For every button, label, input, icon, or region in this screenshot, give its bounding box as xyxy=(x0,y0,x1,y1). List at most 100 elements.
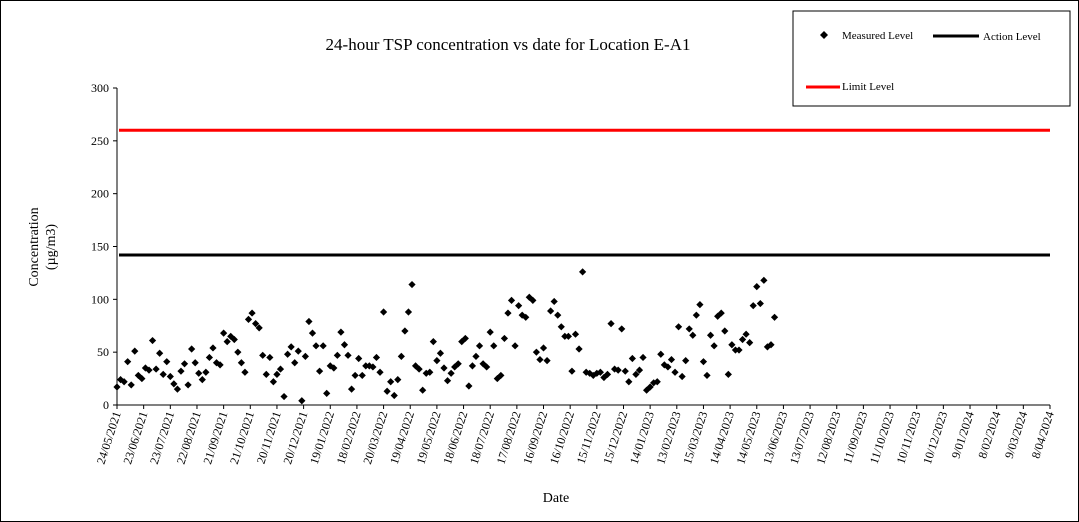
measured-level-point xyxy=(522,313,530,321)
x-tick-label: 23/06/2021 xyxy=(120,410,150,466)
measured-level-point xyxy=(614,366,622,374)
measured-level-point xyxy=(280,392,288,401)
measured-level-point xyxy=(571,330,580,338)
x-tick-label: 24/05/2021 xyxy=(94,410,124,466)
measured-level-point xyxy=(458,338,466,346)
y-axis-title-group: Concentration (µg/m3) xyxy=(27,207,59,286)
measured-level-point xyxy=(607,320,615,328)
x-tick-label: 10/11/2023 xyxy=(893,410,923,466)
measured-level-point xyxy=(628,354,636,363)
measured-level-point xyxy=(347,385,356,393)
measured-level-point xyxy=(454,360,462,368)
measured-level-point xyxy=(653,378,661,386)
measured-level-point xyxy=(728,341,736,349)
measured-level-point xyxy=(657,350,665,358)
measured-level-point xyxy=(145,366,153,374)
x-tick-label: 20/11/2021 xyxy=(254,410,284,466)
measured-level-point xyxy=(682,357,690,365)
measured-level-point xyxy=(387,378,395,386)
measured-level-point xyxy=(376,368,384,376)
measured-level-point xyxy=(138,374,146,383)
measured-level-point xyxy=(390,391,398,400)
measured-level-point xyxy=(159,370,167,378)
measured-level-point xyxy=(184,381,192,389)
measured-level-point xyxy=(163,358,171,366)
measured-level-point xyxy=(131,347,139,355)
measured-level-point xyxy=(312,342,320,350)
y-tick-label: 100 xyxy=(91,292,109,306)
measured-level-point xyxy=(394,376,402,384)
measured-level-point xyxy=(500,334,509,343)
measured-level-point xyxy=(166,372,174,381)
measured-level-point xyxy=(156,349,164,357)
x-tick-label: 19/04/2022 xyxy=(387,410,417,466)
x-tick-label: 14/04/2023 xyxy=(707,410,737,466)
measured-level-point xyxy=(234,348,242,356)
measured-level-point xyxy=(170,380,178,388)
measured-level-point xyxy=(721,327,729,335)
measured-level-point xyxy=(443,377,452,385)
measured-level-point xyxy=(241,368,249,376)
y-axis-title-line2: (µg/m3) xyxy=(44,224,59,271)
measured-level-point xyxy=(763,343,772,351)
measured-level-point xyxy=(451,363,459,371)
measured-level-point xyxy=(315,367,324,375)
x-tick-label: 15/12/2022 xyxy=(600,410,630,466)
measured-level-point xyxy=(127,381,135,389)
measured-level-point xyxy=(575,345,583,353)
measured-level-point xyxy=(244,315,253,324)
measured-level-point xyxy=(301,352,309,360)
measured-level-point xyxy=(671,368,679,376)
measured-level-point xyxy=(330,364,338,372)
measured-level-point xyxy=(667,355,676,364)
legend-label-measured-level: Measured Level xyxy=(842,30,913,42)
measured-level-point xyxy=(276,365,285,373)
measured-level-point xyxy=(148,336,157,345)
measured-level-point xyxy=(255,324,263,332)
measured-level-point xyxy=(291,359,299,367)
measured-level-point xyxy=(372,353,381,362)
x-tick-label: 13/02/2023 xyxy=(653,410,683,466)
measured-level-point xyxy=(429,338,437,346)
measured-level-point xyxy=(756,299,764,308)
measured-level-point xyxy=(753,283,761,291)
measured-level-point xyxy=(511,342,519,350)
measured-level-point xyxy=(529,296,537,304)
measured-level-point xyxy=(742,330,750,338)
measured-level-point xyxy=(635,366,644,374)
measured-level-point xyxy=(536,355,544,364)
y-tick-label: 0 xyxy=(103,398,109,412)
x-tick-label: 9/03/2024 xyxy=(1002,410,1030,461)
x-tick-label: 18/07/2022 xyxy=(467,410,497,466)
x-tick-label: 16/10/2022 xyxy=(547,410,577,466)
measured-level-point xyxy=(340,341,349,349)
y-axis-title-line1: Concentration xyxy=(27,207,42,286)
x-tick-label: 8/04/2024 xyxy=(1028,410,1056,461)
measured-level-point xyxy=(120,378,128,386)
measured-level-point xyxy=(180,360,189,368)
measured-level-point xyxy=(699,358,708,366)
measured-level-point xyxy=(305,317,313,326)
measured-level-point xyxy=(532,348,541,356)
measured-level-point xyxy=(468,362,477,370)
measured-level-point xyxy=(383,387,391,395)
legend-label-limit-level: Limit Level xyxy=(842,81,894,93)
x-tick-label: 18/02/2022 xyxy=(334,410,364,466)
measured-level-point xyxy=(579,268,587,276)
x-tick-label: 15/11/2022 xyxy=(574,410,604,466)
x-tick-label: 21/10/2021 xyxy=(227,410,257,466)
measured-level-point xyxy=(220,329,228,337)
measured-level-point xyxy=(365,362,373,370)
y-tick-label: 300 xyxy=(91,81,109,95)
measured-level-point xyxy=(568,367,576,375)
measured-level-point xyxy=(746,339,754,347)
x-tick-label: 22/08/2021 xyxy=(174,410,204,466)
x-tick-label: 23/07/2021 xyxy=(147,410,177,466)
y-tick-label: 150 xyxy=(91,240,109,254)
measured-level-point xyxy=(472,352,480,360)
measured-level-point xyxy=(586,369,594,377)
measured-level-point xyxy=(308,329,317,337)
measured-level-point xyxy=(714,312,722,320)
x-tick-label: 8/02/2024 xyxy=(975,410,1003,461)
measured-level-point xyxy=(252,320,260,328)
